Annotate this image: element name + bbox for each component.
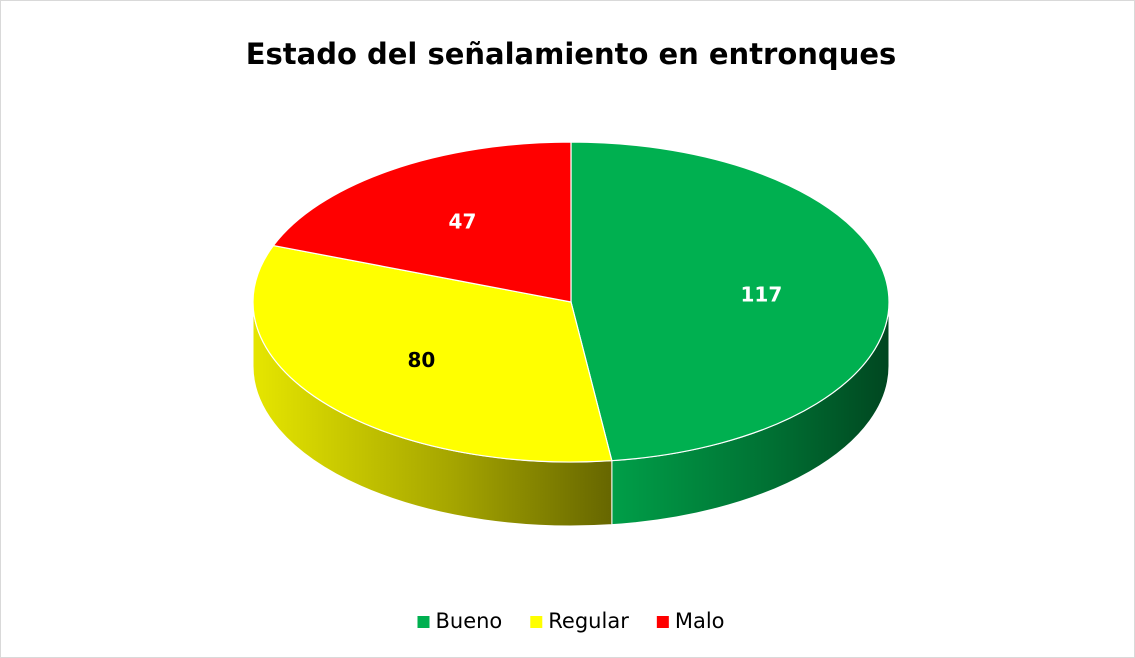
data-label: 117	[741, 282, 783, 306]
legend-swatch	[656, 616, 669, 628]
pie-slice	[570, 141, 890, 462]
legend-label: Regular	[548, 609, 629, 633]
pie-slice	[252, 244, 613, 463]
pie-slice	[272, 141, 572, 303]
chart-title: Estado del señalamiento en entronques	[246, 37, 897, 71]
data-label: 80	[407, 348, 435, 372]
legend-swatch	[530, 616, 543, 628]
data-label: 47	[449, 210, 477, 234]
legend-label: Bueno	[435, 609, 502, 633]
legend-label: Malo	[675, 609, 725, 633]
legend-swatch	[417, 616, 430, 628]
